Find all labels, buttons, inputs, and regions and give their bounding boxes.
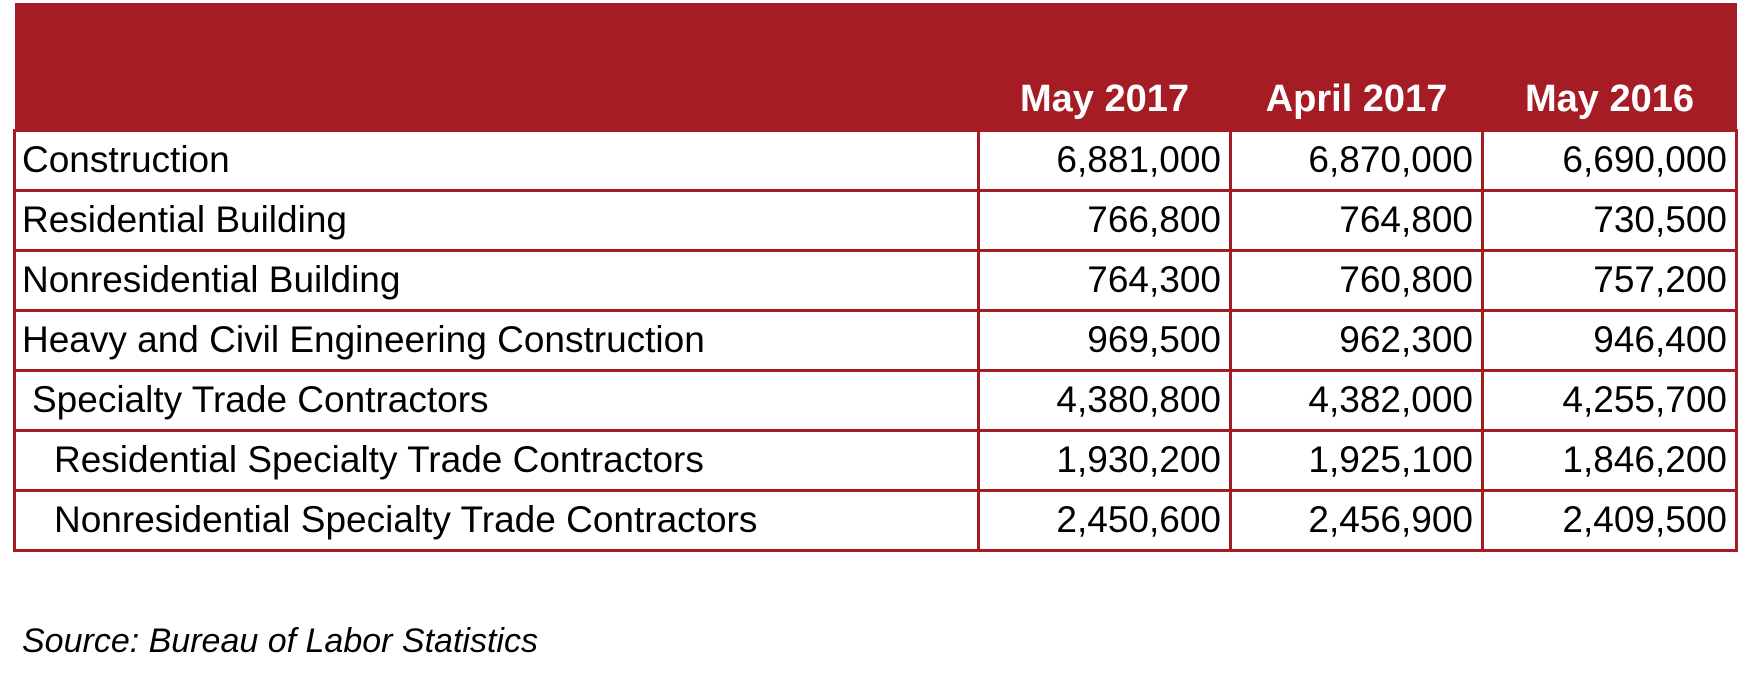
- table-cell: 757,200: [1481, 248, 1738, 312]
- column-header: May 2016: [1482, 3, 1737, 130]
- table-cell: 766,800: [977, 188, 1232, 252]
- table-cell: 6,690,000: [1481, 128, 1738, 192]
- row-label: Residential Specialty Trade Contractors: [13, 428, 980, 492]
- row-label: Construction: [13, 128, 980, 192]
- table-row: Residential Building 766,800 764,800 730…: [13, 188, 1738, 252]
- table-cell: 6,870,000: [1229, 128, 1484, 192]
- table-cell: 2,456,900: [1229, 488, 1484, 552]
- table-row: Construction 6,881,000 6,870,000 6,690,0…: [13, 128, 1738, 192]
- table-cell: 4,382,000: [1229, 368, 1484, 432]
- header-blank-cell: [14, 3, 979, 130]
- table-cell: 730,500: [1481, 188, 1738, 252]
- table-row: Residential Specialty Trade Contractors …: [13, 428, 1738, 492]
- table-cell: 764,800: [1229, 188, 1484, 252]
- table-cell: 6,881,000: [977, 128, 1232, 192]
- table-row: Heavy and Civil Engineering Construction…: [13, 308, 1738, 372]
- table-cell: 760,800: [1229, 248, 1484, 312]
- table-cell: 1,846,200: [1481, 428, 1738, 492]
- table-row: Specialty Trade Contractors 4,380,800 4,…: [13, 368, 1738, 432]
- row-label: Heavy and Civil Engineering Construction: [13, 308, 980, 372]
- employment-table-container: May 2017 April 2017 May 2016 Constructio…: [13, 3, 1738, 552]
- table-cell: 4,255,700: [1481, 368, 1738, 432]
- table-cell: 946,400: [1481, 308, 1738, 372]
- table-cell: 1,930,200: [977, 428, 1232, 492]
- table-cell: 962,300: [1229, 308, 1484, 372]
- row-label: Nonresidential Specialty Trade Contracto…: [13, 488, 980, 552]
- table-row: Nonresidential Building 764,300 760,800 …: [13, 248, 1738, 312]
- source-note: Source: Bureau of Labor Statistics: [22, 622, 538, 660]
- table-cell: 969,500: [977, 308, 1232, 372]
- column-header: May 2017: [978, 3, 1231, 130]
- table-cell: 2,409,500: [1481, 488, 1738, 552]
- table-cell: 1,925,100: [1229, 428, 1484, 492]
- employment-table: May 2017 April 2017 May 2016 Constructio…: [13, 3, 1738, 552]
- column-header: April 2017: [1230, 3, 1483, 130]
- header-row: May 2017 April 2017 May 2016: [14, 3, 1737, 130]
- table-body: Construction 6,881,000 6,870,000 6,690,0…: [13, 128, 1738, 552]
- table-cell: 764,300: [977, 248, 1232, 312]
- row-label: Nonresidential Building: [13, 248, 980, 312]
- table-cell: 2,450,600: [977, 488, 1232, 552]
- table-cell: 4,380,800: [977, 368, 1232, 432]
- table-header: May 2017 April 2017 May 2016: [14, 3, 1737, 130]
- table-row: Nonresidential Specialty Trade Contracto…: [13, 488, 1738, 552]
- row-label: Specialty Trade Contractors: [13, 368, 980, 432]
- row-label: Residential Building: [13, 188, 980, 252]
